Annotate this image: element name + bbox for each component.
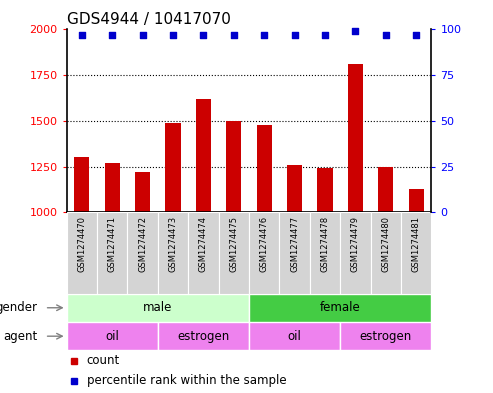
Bar [127, 212, 158, 294]
Bar [67, 294, 249, 322]
Point [199, 32, 208, 38]
Text: GSM1274471: GSM1274471 [107, 217, 117, 272]
Bar [256, 125, 272, 212]
Text: GSM1274472: GSM1274472 [138, 217, 147, 272]
Bar [348, 64, 363, 212]
Point [291, 32, 299, 38]
Point [260, 32, 268, 38]
Bar [249, 294, 431, 322]
Text: agent: agent [3, 330, 37, 343]
Bar [97, 212, 127, 294]
Bar [226, 121, 242, 212]
Text: GSM1274473: GSM1274473 [169, 217, 177, 272]
Text: estrogen: estrogen [177, 330, 229, 343]
Text: GSM1274476: GSM1274476 [260, 217, 269, 272]
Point [412, 32, 420, 38]
Bar [371, 212, 401, 294]
Text: gender: gender [0, 301, 37, 314]
Bar [196, 99, 211, 212]
Text: female: female [320, 301, 360, 314]
Bar [67, 322, 158, 351]
Text: GSM1274478: GSM1274478 [320, 217, 329, 272]
Point [382, 32, 389, 38]
Bar [378, 167, 393, 212]
Text: GSM1274475: GSM1274475 [229, 217, 238, 272]
Bar [74, 158, 89, 212]
Text: estrogen: estrogen [360, 330, 412, 343]
Point [230, 32, 238, 38]
Bar [188, 212, 218, 294]
Text: oil: oil [105, 330, 119, 343]
Bar [67, 212, 97, 294]
Bar [401, 212, 431, 294]
Bar [340, 322, 431, 351]
Bar [287, 165, 302, 212]
Text: GSM1274470: GSM1274470 [77, 217, 86, 272]
Bar [340, 212, 371, 294]
Text: GSM1274479: GSM1274479 [351, 217, 360, 272]
Text: percentile rank within the sample: percentile rank within the sample [87, 375, 286, 387]
Bar [249, 322, 340, 351]
Text: count: count [87, 354, 120, 367]
Bar [409, 189, 424, 212]
Text: GSM1274477: GSM1274477 [290, 217, 299, 272]
Bar [280, 212, 310, 294]
Bar [310, 212, 340, 294]
Point [139, 32, 146, 38]
Point [321, 32, 329, 38]
Point [108, 32, 116, 38]
Text: oil: oil [287, 330, 302, 343]
Text: GSM1274480: GSM1274480 [381, 217, 390, 272]
Bar [165, 123, 180, 212]
Bar [135, 172, 150, 212]
Bar [158, 212, 188, 294]
Bar [158, 322, 249, 351]
Bar [317, 169, 333, 212]
Text: GDS4944 / 10417070: GDS4944 / 10417070 [67, 12, 230, 27]
Bar [105, 163, 120, 212]
Text: GSM1274481: GSM1274481 [412, 217, 421, 272]
Point [352, 28, 359, 35]
Text: male: male [143, 301, 173, 314]
Text: GSM1274474: GSM1274474 [199, 217, 208, 272]
Point [78, 32, 86, 38]
Point [169, 32, 177, 38]
Bar [249, 212, 280, 294]
Bar [218, 212, 249, 294]
